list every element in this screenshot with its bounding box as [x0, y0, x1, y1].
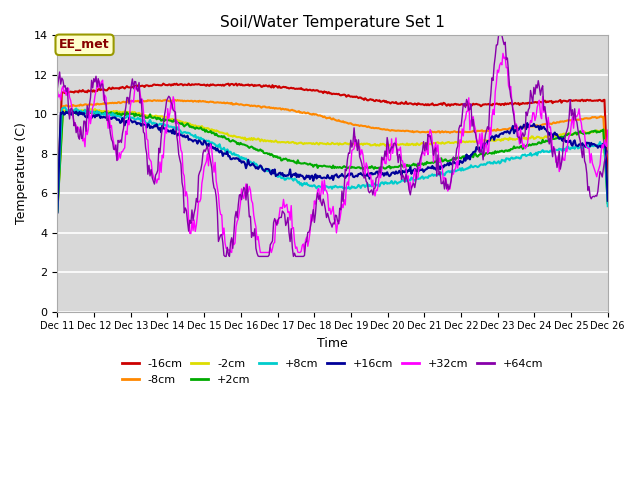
- Title: Soil/Water Temperature Set 1: Soil/Water Temperature Set 1: [220, 15, 445, 30]
- +2cm: [592, 128, 600, 133]
- +64cm: [495, 33, 502, 38]
- +8cm: [382, 180, 390, 185]
- -8cm: [162, 97, 170, 103]
- -16cm: [592, 98, 600, 104]
- +16cm: [506, 131, 513, 136]
- -8cm: [54, 205, 61, 211]
- Line: -2cm: -2cm: [58, 109, 608, 211]
- +32cm: [604, 127, 612, 133]
- Line: +2cm: +2cm: [58, 111, 608, 212]
- -16cm: [604, 177, 612, 182]
- -8cm: [319, 114, 327, 120]
- +16cm: [319, 175, 327, 180]
- Line: +8cm: +8cm: [58, 108, 608, 210]
- Line: +32cm: +32cm: [58, 53, 608, 252]
- +8cm: [506, 157, 513, 163]
- -8cm: [604, 192, 612, 198]
- +64cm: [593, 193, 600, 199]
- +16cm: [316, 173, 324, 179]
- Line: +64cm: +64cm: [58, 36, 608, 256]
- -16cm: [316, 89, 324, 95]
- +8cm: [604, 204, 612, 209]
- +8cm: [61, 105, 69, 110]
- -16cm: [232, 81, 240, 86]
- Line: -8cm: -8cm: [58, 100, 608, 208]
- +64cm: [604, 148, 612, 154]
- -2cm: [592, 129, 600, 134]
- +8cm: [319, 183, 327, 189]
- +64cm: [382, 154, 390, 159]
- +32cm: [228, 250, 236, 255]
- X-axis label: Time: Time: [317, 337, 348, 350]
- +64cm: [353, 137, 360, 143]
- -8cm: [592, 114, 600, 120]
- -16cm: [319, 90, 327, 96]
- -8cm: [382, 127, 390, 133]
- +64cm: [54, 85, 61, 91]
- +32cm: [382, 161, 390, 167]
- -8cm: [316, 112, 324, 118]
- -2cm: [353, 142, 360, 147]
- +64cm: [316, 192, 324, 198]
- +32cm: [319, 191, 327, 197]
- +32cm: [507, 84, 515, 89]
- -2cm: [382, 143, 390, 149]
- -16cm: [54, 198, 61, 204]
- Line: +16cm: +16cm: [58, 111, 608, 213]
- +2cm: [353, 165, 360, 171]
- +16cm: [54, 210, 61, 216]
- +32cm: [54, 88, 61, 94]
- +16cm: [382, 172, 390, 178]
- -2cm: [54, 208, 61, 214]
- -2cm: [91, 106, 99, 112]
- +64cm: [507, 94, 515, 99]
- -2cm: [506, 135, 513, 141]
- +2cm: [54, 209, 61, 215]
- -16cm: [506, 100, 513, 106]
- +2cm: [83, 108, 91, 114]
- +32cm: [353, 144, 360, 149]
- Legend: -16cm, -8cm, -2cm, +2cm, +8cm, +16cm, +32cm, +64cm: -16cm, -8cm, -2cm, +2cm, +8cm, +16cm, +3…: [118, 355, 548, 389]
- -2cm: [604, 200, 612, 206]
- +2cm: [316, 163, 324, 169]
- -8cm: [506, 125, 513, 131]
- +2cm: [604, 200, 612, 206]
- +64cm: [319, 196, 327, 202]
- +16cm: [353, 173, 360, 179]
- Line: -16cm: -16cm: [58, 84, 608, 201]
- +8cm: [54, 207, 61, 213]
- +16cm: [604, 198, 612, 204]
- +8cm: [316, 184, 324, 190]
- -2cm: [316, 140, 324, 146]
- +32cm: [593, 174, 600, 180]
- Text: EE_met: EE_met: [60, 38, 110, 51]
- +16cm: [592, 143, 600, 149]
- -8cm: [353, 122, 360, 128]
- -16cm: [382, 98, 390, 104]
- -16cm: [353, 94, 360, 99]
- +2cm: [319, 163, 327, 169]
- +2cm: [382, 165, 390, 171]
- +8cm: [353, 185, 360, 191]
- +16cm: [69, 108, 77, 114]
- +8cm: [592, 143, 600, 148]
- Y-axis label: Temperature (C): Temperature (C): [15, 122, 28, 225]
- +2cm: [506, 148, 513, 154]
- +32cm: [499, 50, 507, 56]
- +64cm: [221, 253, 229, 259]
- -2cm: [319, 141, 327, 147]
- +32cm: [316, 198, 324, 204]
